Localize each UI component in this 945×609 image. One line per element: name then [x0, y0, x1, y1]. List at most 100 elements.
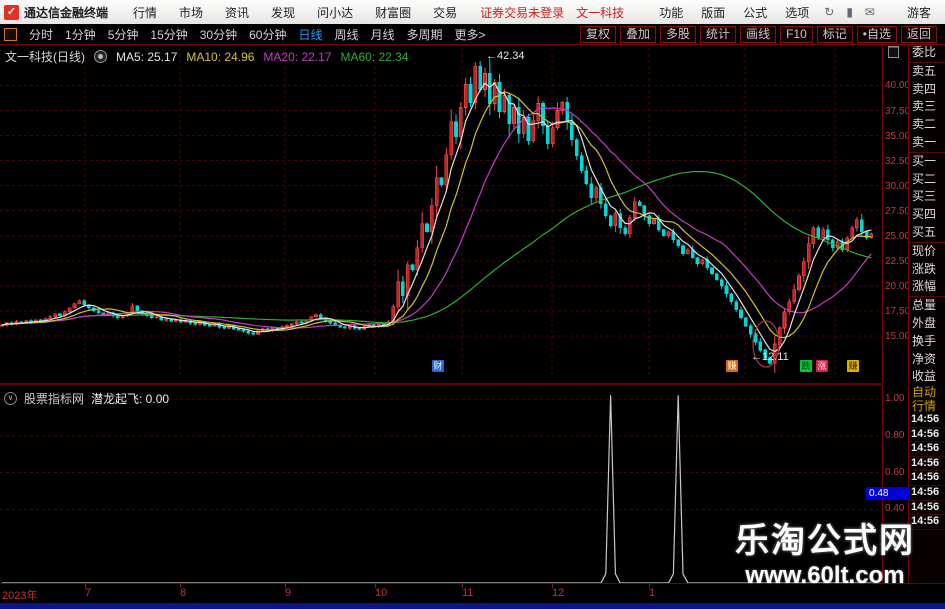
app-logo-icon: ✓: [4, 4, 19, 20]
period-tab[interactable]: 60分钟: [249, 27, 287, 42]
quote-row: 买四: [912, 207, 937, 222]
period-tab[interactable]: 月线: [370, 27, 395, 42]
menu-item[interactable]: 公式: [743, 5, 768, 20]
menu-item[interactable]: 市场: [179, 5, 204, 20]
axis-tool-icon[interactable]: [888, 46, 899, 58]
price-axis-label: 32.50: [885, 155, 911, 167]
quote-row: 买一: [909, 151, 945, 171]
toolbar-button[interactable]: 复权: [580, 25, 617, 43]
menu-item[interactable]: 选项: [785, 5, 810, 20]
quote-row: 外盘: [912, 315, 937, 330]
menu-item[interactable]: 资讯: [225, 5, 250, 20]
quote-row: 买二: [912, 171, 937, 186]
phone-icon[interactable]: ▮: [846, 5, 853, 19]
tick-time-row: 14:56: [909, 442, 945, 457]
quote-row: 卖二: [912, 117, 937, 132]
menu-item[interactable]: 财富圈: [375, 5, 412, 20]
month-label: 9: [285, 587, 292, 599]
toolbar-button[interactable]: 画线: [740, 25, 777, 43]
period-tab[interactable]: 周线: [334, 27, 359, 42]
toolbar-button[interactable]: 返回: [900, 25, 937, 43]
price-axis-label: 27.50: [885, 205, 911, 217]
period-toolbar: 分时 1分钟 5分钟 15分钟 30分钟 60分钟 日线 周线 月线 多周期 更多> 复权 叠加 多股统…: [0, 24, 945, 45]
month-tick: [552, 584, 553, 588]
price-axis-label: 25.00: [885, 230, 911, 242]
month-label: 11: [462, 587, 474, 599]
menu-bar: ✓ 通达信金融终端 行情 市场 资讯 发现 问小达 财富圈 交易 证券交易未登录 文一科技 …: [0, 0, 945, 25]
price-annotation: ←12.11: [751, 351, 789, 363]
period-tab[interactable]: 更多>: [454, 27, 486, 42]
ma5-value: MA5: 25.17: [116, 49, 178, 64]
quote-row: 收益: [912, 369, 937, 383]
status-group: 证券交易未登录 文一科技: [480, 4, 624, 21]
period-tab[interactable]: 1分钟: [65, 27, 96, 42]
menu-item[interactable]: 功能: [659, 5, 684, 20]
month-label: 10: [375, 587, 388, 599]
price-axis-label: 35.00: [885, 130, 911, 142]
month-tick: [462, 584, 463, 588]
indicator-name-value: 潜龙起飞: 0.00: [91, 392, 170, 406]
candlestick-chart[interactable]: 文一科技(日线) MA5: 25.17 MA10: 24.96 MA20: 22…: [0, 44, 882, 383]
signal-marker: 涨: [816, 360, 828, 372]
period-tab[interactable]: 日线: [298, 27, 323, 42]
ma20-value: MA20: 22.17: [263, 49, 332, 64]
month-tick: [85, 584, 86, 588]
quote-label[interactable]: 行情: [912, 399, 937, 413]
toolbar-button[interactable]: 统计: [700, 25, 737, 43]
ma10-value: MA10: 24.96: [186, 49, 255, 64]
watermark-url: www.60lt.com: [745, 562, 905, 590]
toolbar-button[interactable]: 叠加: [620, 25, 657, 43]
mail-icon[interactable]: ✉: [864, 5, 875, 19]
month-label: 8: [180, 587, 187, 599]
menu-item[interactable]: 发现: [271, 5, 296, 20]
user-label[interactable]: 游客: [906, 5, 931, 20]
indicator-settings-icon[interactable]: [94, 50, 107, 63]
quote-row: 涨跌: [912, 261, 937, 276]
toolbar-button[interactable]: 标记: [816, 25, 853, 43]
period-tab[interactable]: 分时: [29, 27, 54, 42]
quote-row: 卖三: [912, 99, 937, 114]
signal-marker: 跌: [800, 360, 812, 372]
price-annotation: ←42.34: [486, 50, 525, 62]
period-tab[interactable]: 30分钟: [199, 27, 238, 42]
indicator-axis-label: 0.80: [885, 429, 905, 441]
signal-marker: 财: [432, 360, 444, 372]
quote-row: 卖四: [912, 81, 937, 96]
tick-time-row: 14:56: [909, 486, 945, 501]
period-tab[interactable]: 多周期: [406, 27, 443, 42]
indicator-source: 股票指标网: [24, 392, 85, 406]
price-axis-label: 15.00: [885, 330, 911, 342]
month-label: 7: [85, 587, 92, 599]
layout-grid-icon[interactable]: [4, 27, 17, 41]
period-tab[interactable]: 15分钟: [150, 27, 188, 42]
tick-time-panel: 自动 行情 14:56 14:56 14:56 14:56 14:56 14:56 14:5…: [908, 385, 945, 583]
toolbar-button[interactable]: •自选: [856, 25, 897, 43]
menu-item[interactable]: 问小达: [317, 5, 354, 20]
current-stock-name[interactable]: 文一科技: [576, 5, 625, 20]
bottom-scrollbar[interactable]: [0, 603, 945, 609]
toolbar-button[interactable]: 多股: [660, 25, 697, 43]
menu-item[interactable]: 交易: [433, 5, 458, 20]
quote-row: 卖一: [912, 134, 937, 149]
menu-item[interactable]: 版面: [701, 5, 726, 20]
collapse-circle-icon[interactable]: ∨: [4, 392, 17, 405]
signal-marker: 赚: [847, 360, 859, 372]
month-label: 1: [649, 587, 656, 599]
month-tick: [285, 584, 286, 588]
month-label: 12: [552, 587, 565, 599]
main-menu: 行情 市场 资讯 发现 问小达 财富圈 交易: [122, 4, 468, 21]
tick-time-row: 14:56: [909, 471, 945, 486]
watermark: 乐淘公式网 www.60lt.com: [733, 522, 917, 590]
right-menu: 功能 版面 公式 选项: [650, 4, 818, 21]
quote-row: 委比: [912, 45, 937, 59]
year-label: 2023年: [2, 590, 38, 602]
month-tick: [375, 584, 376, 588]
toolbar-button[interactable]: F10: [780, 25, 813, 43]
period-tab[interactable]: 5分钟: [107, 27, 139, 42]
quote-panel: 委比 卖五 卖四 卖三 卖二 卖一 买一 买二 买三 买四 买五 现价 涨跌 涨幅 总量 外盘 换手 净资 收益: [908, 44, 945, 383]
quote-row: 总量: [909, 296, 945, 315]
auto-label[interactable]: 自动: [912, 385, 937, 399]
refresh-icon[interactable]: ↻: [824, 5, 835, 19]
tick-time-row: 14:56: [909, 428, 945, 443]
menu-item[interactable]: 行情: [133, 5, 158, 20]
